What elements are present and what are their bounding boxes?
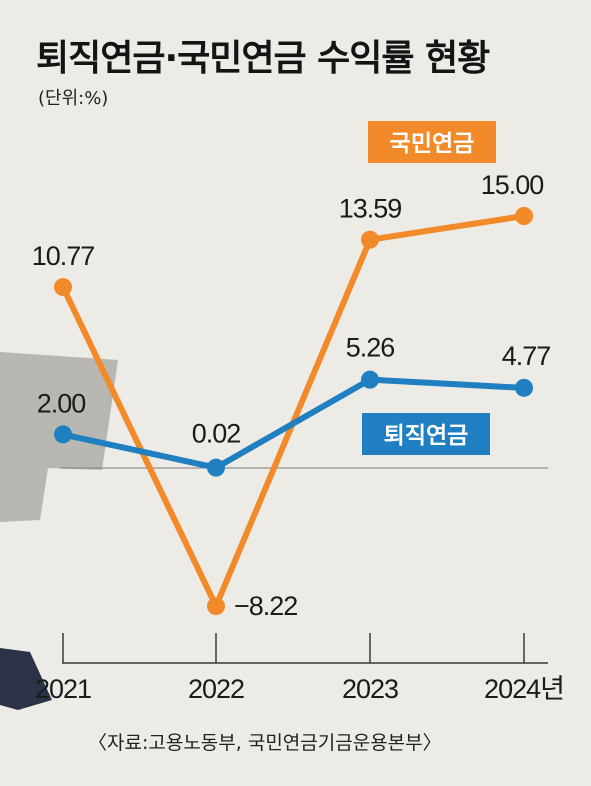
data-label: −8.22 [234, 591, 297, 621]
series-line-1 [62, 376, 525, 471]
unit-label: (단위:%) [38, 88, 108, 109]
legend-swatch-blue [362, 413, 490, 455]
data-label: 4.77 [502, 341, 551, 371]
data-point [361, 370, 379, 389]
series-points [54, 207, 533, 616]
x-axis-ticks: 2021 2022 2023 2024년 [35, 633, 565, 704]
x-tick-label: 2022 [188, 674, 244, 704]
x-tick-label: 2021 [35, 674, 91, 704]
data-point [515, 207, 533, 225]
data-point [54, 278, 72, 297]
x-tick-label: 2024년 [484, 674, 564, 704]
series-lines [60, 213, 525, 614]
legend-swatch-orange [368, 121, 496, 163]
data-label: 5.26 [346, 333, 395, 363]
data-point [207, 458, 225, 477]
x-tick-label: 2023 [342, 674, 398, 704]
data-point [361, 230, 379, 249]
source-note: 〈자료:고용노동부, 국민연금기금운용본부〉 [88, 732, 442, 754]
data-label: 2.00 [37, 388, 86, 418]
data-label: 0.02 [192, 419, 241, 449]
legend-label-orange: 국민연금 [390, 131, 475, 157]
data-point [54, 425, 72, 444]
series-line-0 [60, 213, 525, 614]
data-label: 13.59 [339, 194, 402, 224]
data-label: 10.77 [32, 241, 95, 271]
chart-title: 퇴직연금·국민연금 수익률 현황 [36, 38, 490, 79]
data-label: 15.00 [481, 170, 544, 200]
data-labels: 10.77 −8.22 13.59 15.00 2.00 0.02 5.26 4.77 [32, 170, 552, 621]
data-point [207, 597, 225, 616]
legend-label-blue: 퇴직연금 [384, 423, 469, 449]
data-point [515, 378, 533, 397]
